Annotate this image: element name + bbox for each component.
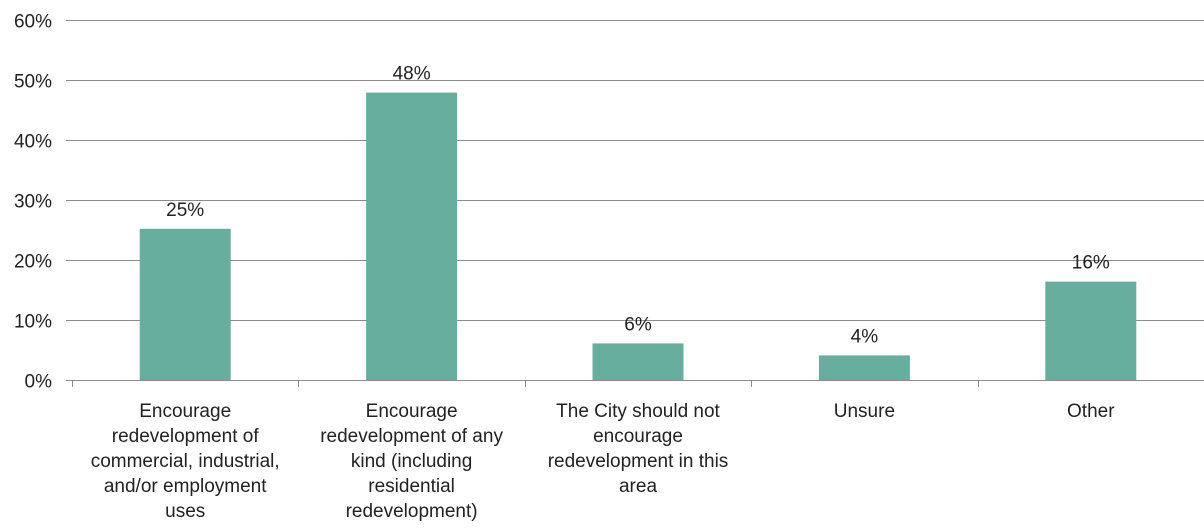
bar [139, 228, 231, 380]
gridlines [66, 20, 1204, 321]
bar [366, 92, 458, 380]
category-label-line: Other [1067, 401, 1115, 422]
category-label-line: Encourage [139, 401, 231, 422]
data-label: 48% [393, 64, 431, 85]
x-axis [66, 380, 1204, 387]
category-label: The City should not encourage redevelopmen… [548, 401, 729, 497]
y-tick-label: 50% [14, 72, 52, 93]
category-label-line: redevelopment of any [320, 426, 503, 447]
category-label-line: Encourage [366, 401, 458, 422]
y-tick-label: 20% [14, 252, 52, 273]
category-label: Unsure [834, 401, 895, 422]
category-label-line: uses [165, 501, 205, 522]
data-label: 4% [851, 326, 879, 347]
data-label: 16% [1072, 253, 1110, 274]
category-label-line: The City should not [556, 401, 720, 422]
category-label-line: redevelopment of [112, 426, 260, 447]
category-label-line: redevelopment in this [548, 451, 729, 472]
bars [139, 92, 1137, 380]
bar [1045, 281, 1137, 380]
x-axis-category-labels: Encourage redevelopment of commercial, ind… [91, 401, 1116, 522]
category-label-line: commercial, industrial, [91, 451, 280, 472]
y-axis-tick-labels: 0% 10% 20% 30% 40% 50% 60% [14, 12, 52, 393]
y-tick-label: 30% [14, 192, 52, 213]
bar [818, 355, 910, 380]
category-label-line: redevelopment) [346, 501, 478, 522]
y-tick-label: 60% [14, 12, 52, 33]
category-label-line: residential [368, 476, 455, 497]
category-label-line: encourage [593, 426, 683, 447]
category-label-line: Unsure [834, 401, 895, 422]
category-label-line: and/or employment [104, 476, 267, 497]
data-label: 25% [166, 200, 204, 221]
category-label: Encourage redevelopment of commercial, ind… [91, 401, 280, 522]
y-tick-label: 40% [14, 132, 52, 153]
y-tick-label: 0% [25, 372, 53, 393]
bar [592, 343, 684, 380]
category-label: Encourage redevelopment of any kind (inclu… [320, 401, 503, 522]
data-labels: 25% 48% 6% 4% 16% [166, 64, 1110, 348]
category-label: Other [1067, 401, 1115, 422]
y-tick-label: 10% [14, 312, 52, 333]
category-label-line: kind (including [351, 451, 472, 472]
category-label-line: area [619, 476, 657, 497]
data-label: 6% [624, 314, 652, 335]
